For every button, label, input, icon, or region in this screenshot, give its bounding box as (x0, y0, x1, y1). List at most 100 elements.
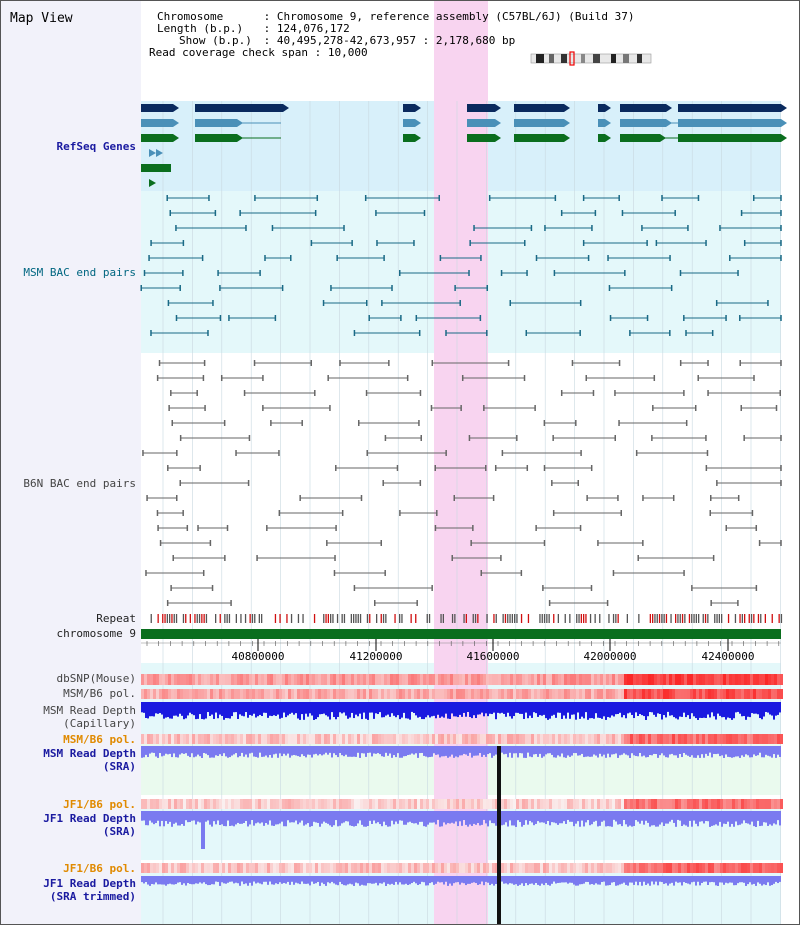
jf1-b6-pol-cell (171, 863, 174, 873)
jf1-trim-depth-bar (425, 876, 427, 886)
msm-capillary-depth-bar (709, 702, 711, 718)
msm-sra-depth-bar (415, 746, 417, 754)
msm-b6-pol-cell (423, 689, 426, 699)
jf1-b6-pol-cell (324, 799, 327, 809)
jf1-trim-depth-bar (563, 876, 565, 883)
msm-sra-depth-bar (271, 746, 273, 758)
msm-b6-pol-cell (732, 734, 735, 744)
dbsnp-density-cell (399, 674, 402, 685)
jf1-b6-pol-cell (426, 799, 429, 809)
dbsnp-density-cell (576, 674, 579, 685)
msm-b6-pol-cell (543, 689, 546, 699)
msm-b6-pol-cell (165, 689, 168, 699)
jf1-trim-depth-bar (323, 876, 325, 885)
dbsnp-density-cell (432, 674, 435, 685)
msm-sra-depth-bar (609, 746, 611, 758)
jf1-b6-pol-cell (381, 799, 384, 809)
msm-b6-pol-cell (432, 689, 435, 699)
msm-b6-pol-cell (696, 734, 699, 744)
jf1-b6-pol-cell (780, 799, 783, 809)
msm-capillary-depth-bar (439, 702, 441, 718)
jf1-b6-pol-cell (300, 863, 303, 873)
jf1-trim-depth-bar (289, 876, 291, 885)
jf1-b6-pol-cell (174, 799, 177, 809)
repeat-element (608, 614, 610, 623)
msm-capillary-depth-bar (551, 702, 553, 716)
jf1-sra-depth-bar (243, 811, 245, 824)
msm-b6-pol-cell (354, 734, 357, 744)
jf1-trim-depth-bar (449, 876, 451, 884)
msm-b6-pol-cell (156, 689, 159, 699)
jf1-b6-pol-cell (651, 799, 654, 809)
msm-sra-depth-bar (151, 746, 153, 753)
repeat-element (166, 614, 168, 623)
msm-sra-depth-bar (389, 746, 391, 754)
msm-b6-pol-cell (459, 734, 462, 744)
msm-b6-pol-cell (336, 734, 339, 744)
jf1-sra-depth-bar (549, 811, 551, 826)
jf1-b6-pol-cell (465, 863, 468, 873)
jf1-sra-depth-bar (691, 811, 693, 827)
msm-sra-depth-bar (537, 746, 539, 757)
jf1-sra-depth-bar (567, 811, 569, 820)
dbsnp-density-cell (708, 674, 711, 685)
msm-capillary-depth-bar (493, 702, 495, 713)
dbsnp-density-cell (498, 674, 501, 685)
msm-sra-depth-bar (193, 746, 195, 758)
msm-sra-depth-bar (221, 746, 223, 756)
msm-capillary-depth-bar (735, 702, 737, 713)
jf1-b6-pol-cell (747, 863, 750, 873)
msm-b6-pol-cell (618, 689, 621, 699)
msm-capillary-depth-bar (295, 702, 297, 714)
msm-b6-pol-cell (327, 689, 330, 699)
msm-b6-pol-cell (237, 689, 240, 699)
repeat-element (196, 614, 198, 623)
msm-capillary-depth-bar (203, 702, 205, 720)
msm-sra-depth-bar (615, 746, 617, 754)
jf1-b6-pol-cell (612, 799, 615, 809)
msm-sra-depth-bar (589, 746, 591, 757)
jf1-sra-depth-bar (735, 811, 737, 822)
refseq-gene-strand-arrow (666, 104, 672, 112)
msm-b6-pol-cell (237, 734, 240, 744)
dbsnp-density-cell (480, 674, 483, 685)
msm-sra-depth-bar (289, 746, 291, 758)
jf1-trim-depth-bar (305, 876, 307, 884)
msm-b6-pol-cell (189, 689, 192, 699)
msm-capillary-depth-bar (653, 702, 655, 715)
jf1-sra-depth-bar (267, 811, 269, 825)
msm-sra-depth-bar (363, 746, 365, 754)
axis-tick-label: 41200000 (350, 650, 403, 663)
msm-sra-depth-bar (685, 746, 687, 755)
msm-b6-pol-cell (537, 689, 540, 699)
msm-b6-pol-cell (315, 734, 318, 744)
msm-b6-pol-cell (168, 734, 171, 744)
repeat-element (716, 614, 718, 623)
jf1-trim-depth-bar (373, 876, 375, 884)
jf1-b6-pol-cell (669, 863, 672, 873)
jf1-trim-depth-bar (753, 876, 755, 884)
jf1-trim-depth-bar (195, 876, 197, 884)
msm-capillary-depth-bar (399, 702, 401, 720)
msm-sra-depth-bar (441, 746, 443, 757)
msm-capillary-depth-bar (703, 702, 705, 718)
msm-sra-depth-bar (601, 746, 603, 757)
msm-sra-depth-bar (657, 746, 659, 758)
jf1-b6-pol-cell (192, 863, 195, 873)
jf1-b6-pol-cell (333, 799, 336, 809)
repeat-element (380, 614, 382, 623)
jf1-sra-depth-bar (445, 811, 447, 825)
msm-b6-pol-cell (588, 734, 591, 744)
jf1-b6-pol-cell (252, 799, 255, 809)
jf1-trim-depth-bar (159, 876, 161, 885)
jf1-sra-depth-bar (687, 811, 689, 827)
msm-capillary-depth-bar (343, 702, 345, 713)
msm-b6-pol-cell (501, 689, 504, 699)
jf1-trim-depth-bar (171, 876, 173, 885)
refseq-gene-strand-arrow (495, 104, 501, 112)
msm-sra-depth-bar (403, 746, 405, 757)
repeat-element (472, 614, 474, 623)
jf1-trim-depth-bar (179, 876, 181, 883)
msm-sra-depth-bar (411, 746, 413, 754)
